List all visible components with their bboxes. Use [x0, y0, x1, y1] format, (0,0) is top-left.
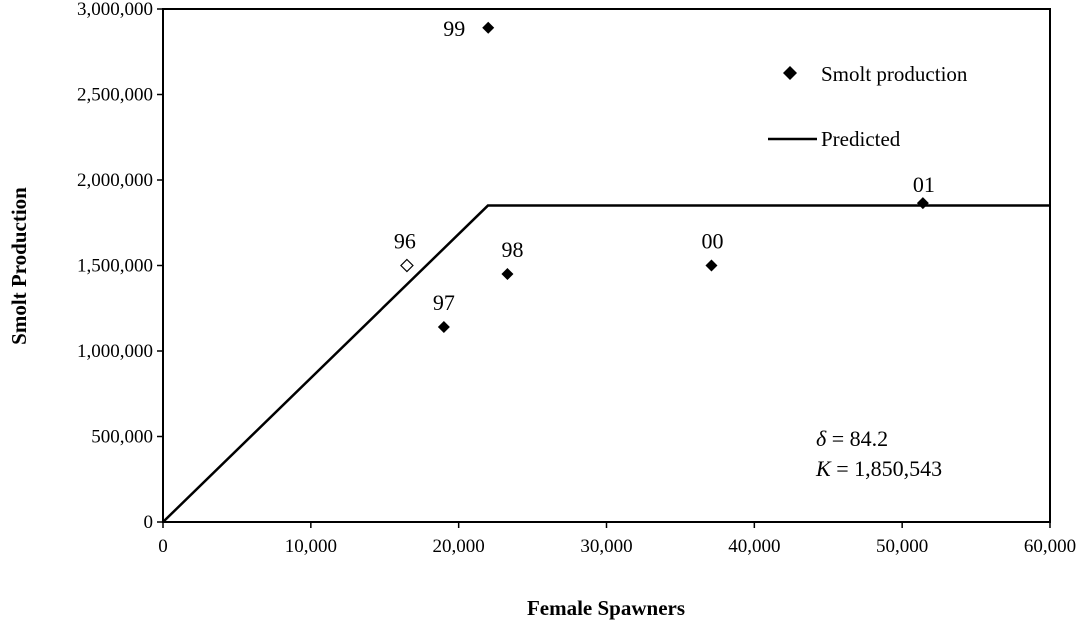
x-tick-label: 30,000 [580, 536, 632, 557]
data-point-00 [705, 259, 718, 272]
k-annotation: K = 1,850,543 [815, 456, 942, 481]
plot-area [162, 8, 1051, 523]
data-point-label-96: 96 [394, 229, 416, 254]
data-point-98 [501, 268, 514, 281]
x-tick-label: 50,000 [876, 536, 928, 557]
y-tick-label: 0 [144, 512, 154, 533]
x-axis-title: Female Spawners [527, 596, 685, 620]
smolt-production-series: 96 97 98 99 00 01 [394, 16, 935, 334]
y-tick-label: 3,000,000 [77, 0, 153, 20]
data-point-label-97: 97 [433, 290, 455, 315]
y-tick-label: 2,000,000 [77, 170, 153, 191]
y-tick-label: 2,500,000 [77, 85, 153, 106]
x-tick-label: 60,000 [1024, 536, 1076, 557]
data-point-97 [437, 321, 450, 334]
data-point-01 [916, 197, 929, 210]
x-tick-label: 20,000 [433, 536, 485, 557]
legend-marker-smolt-production [783, 66, 797, 80]
y-tick-label: 1,000,000 [77, 341, 153, 362]
data-point-99 [482, 21, 495, 34]
data-point-label-00: 00 [701, 229, 723, 254]
x-axis: 0 10,000 20,000 30,000 40,000 50,000 60,000 [158, 522, 1076, 557]
x-tick-label: 40,000 [728, 536, 780, 557]
data-point-label-99: 99 [443, 16, 465, 41]
y-axis-title: Smolt Production [7, 187, 31, 345]
data-point-label-01: 01 [913, 172, 935, 197]
x-tick-label: 10,000 [285, 536, 337, 557]
legend-label-predicted: Predicted [821, 127, 901, 151]
data-point-label-98: 98 [501, 237, 523, 262]
y-axis: 0 500,000 1,000,000 1,500,000 2,000,000 2,500… [77, 0, 163, 533]
x-tick-label: 0 [158, 536, 168, 557]
data-point-96 [400, 258, 414, 273]
parameter-annotations: δ = 84.2 K = 1,850,543 [815, 426, 942, 481]
delta-annotation: δ = 84.2 [816, 426, 888, 451]
legend-label-smolt-production: Smolt production [821, 62, 968, 86]
y-tick-label: 1,500,000 [77, 256, 153, 277]
predicted-line [162, 204, 1050, 523]
legend: Smolt production Predicted [768, 62, 968, 151]
y-tick-label: 500,000 [91, 427, 153, 448]
predicted-series [162, 204, 1050, 523]
